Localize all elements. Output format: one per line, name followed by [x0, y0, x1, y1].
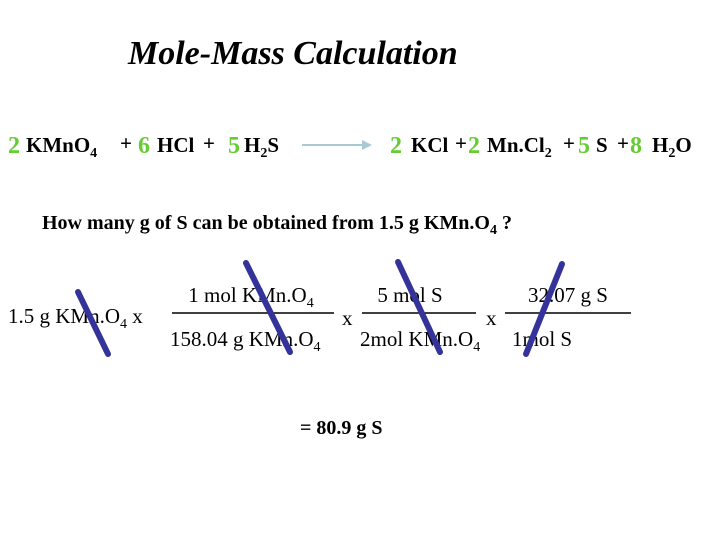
plus: +: [455, 131, 467, 155]
formula-part: Mn.Cl: [487, 133, 545, 157]
numerator: 1 mol KMn.O4: [188, 283, 313, 311]
plus: +: [563, 131, 575, 155]
formula: Mn.Cl2: [487, 133, 552, 161]
subscript: 2: [668, 146, 675, 161]
plus: +: [617, 131, 629, 155]
denominator: 1mol S: [512, 327, 572, 351]
plus: +: [120, 131, 132, 155]
cancel-stroke: [395, 259, 443, 355]
denominator-part: 158.04 g KMn.O: [170, 327, 314, 351]
plus: +: [203, 131, 215, 155]
denominator: 158.04 g KMn.O4: [170, 327, 321, 355]
formula: H2S: [244, 133, 279, 161]
coefficient: 8: [630, 133, 642, 159]
formula: S: [596, 133, 608, 157]
formula-part: S: [267, 133, 279, 157]
formula-part: O: [675, 133, 691, 157]
formula: KCl: [411, 133, 449, 157]
cancel-stroke: [243, 260, 293, 355]
given-part: x: [127, 304, 143, 328]
result: = 80.9 g S: [300, 417, 383, 439]
title: Mole-Mass Calculation: [127, 35, 458, 72]
coefficient: 2: [8, 133, 20, 159]
formula-part: KMnO: [26, 133, 90, 157]
formula-part: H: [652, 133, 668, 157]
subscript: 2: [260, 146, 267, 161]
formula: H2O: [652, 133, 692, 161]
given: 1.5 g KMn.O4 x: [8, 304, 143, 332]
calculation: 1.5 g KMn.O4 x 1 mol KMn.O4 158.04 g KMn…: [8, 259, 631, 439]
cancel-strokes: [75, 259, 565, 357]
subscript: 4: [473, 340, 480, 355]
subscript: 4: [490, 223, 497, 238]
subscript: 4: [90, 146, 97, 161]
times: x: [342, 306, 353, 330]
coefficient: 2: [468, 133, 480, 159]
cancel-stroke: [523, 261, 565, 357]
numerator: 32.07 g S: [528, 283, 608, 307]
arrow-head: [362, 140, 372, 150]
formula-part: H: [244, 133, 260, 157]
coefficient: 2: [390, 133, 402, 159]
subscript: 4: [314, 340, 321, 355]
question: How many g of S can be obtained from 1.5…: [42, 212, 512, 238]
denominator: 2mol KMn.O4: [360, 327, 480, 355]
numerator-part: 1 mol KMn.O: [188, 283, 306, 307]
subscript: 2: [545, 146, 552, 161]
cancel-stroke: [75, 289, 111, 357]
subscript: 4: [307, 296, 314, 311]
formula: KMnO4: [26, 133, 97, 161]
denominator-part: 2mol KMn.O: [360, 327, 473, 351]
equation: 2 KMnO4 + 6 HCl + 5 H2S 2 KCl + 2 Mn.Cl2…: [8, 131, 692, 161]
question-part: ?: [497, 212, 512, 234]
times: x: [486, 306, 497, 330]
subscript: 4: [120, 317, 127, 332]
coefficient: 6: [138, 133, 150, 159]
coefficient: 5: [578, 133, 590, 159]
formula: HCl: [157, 133, 195, 157]
question-part: How many g of S can be obtained from 1.5…: [42, 212, 490, 234]
given-part: 1.5 g KMn.O: [8, 304, 120, 328]
coefficient: 5: [228, 133, 240, 159]
